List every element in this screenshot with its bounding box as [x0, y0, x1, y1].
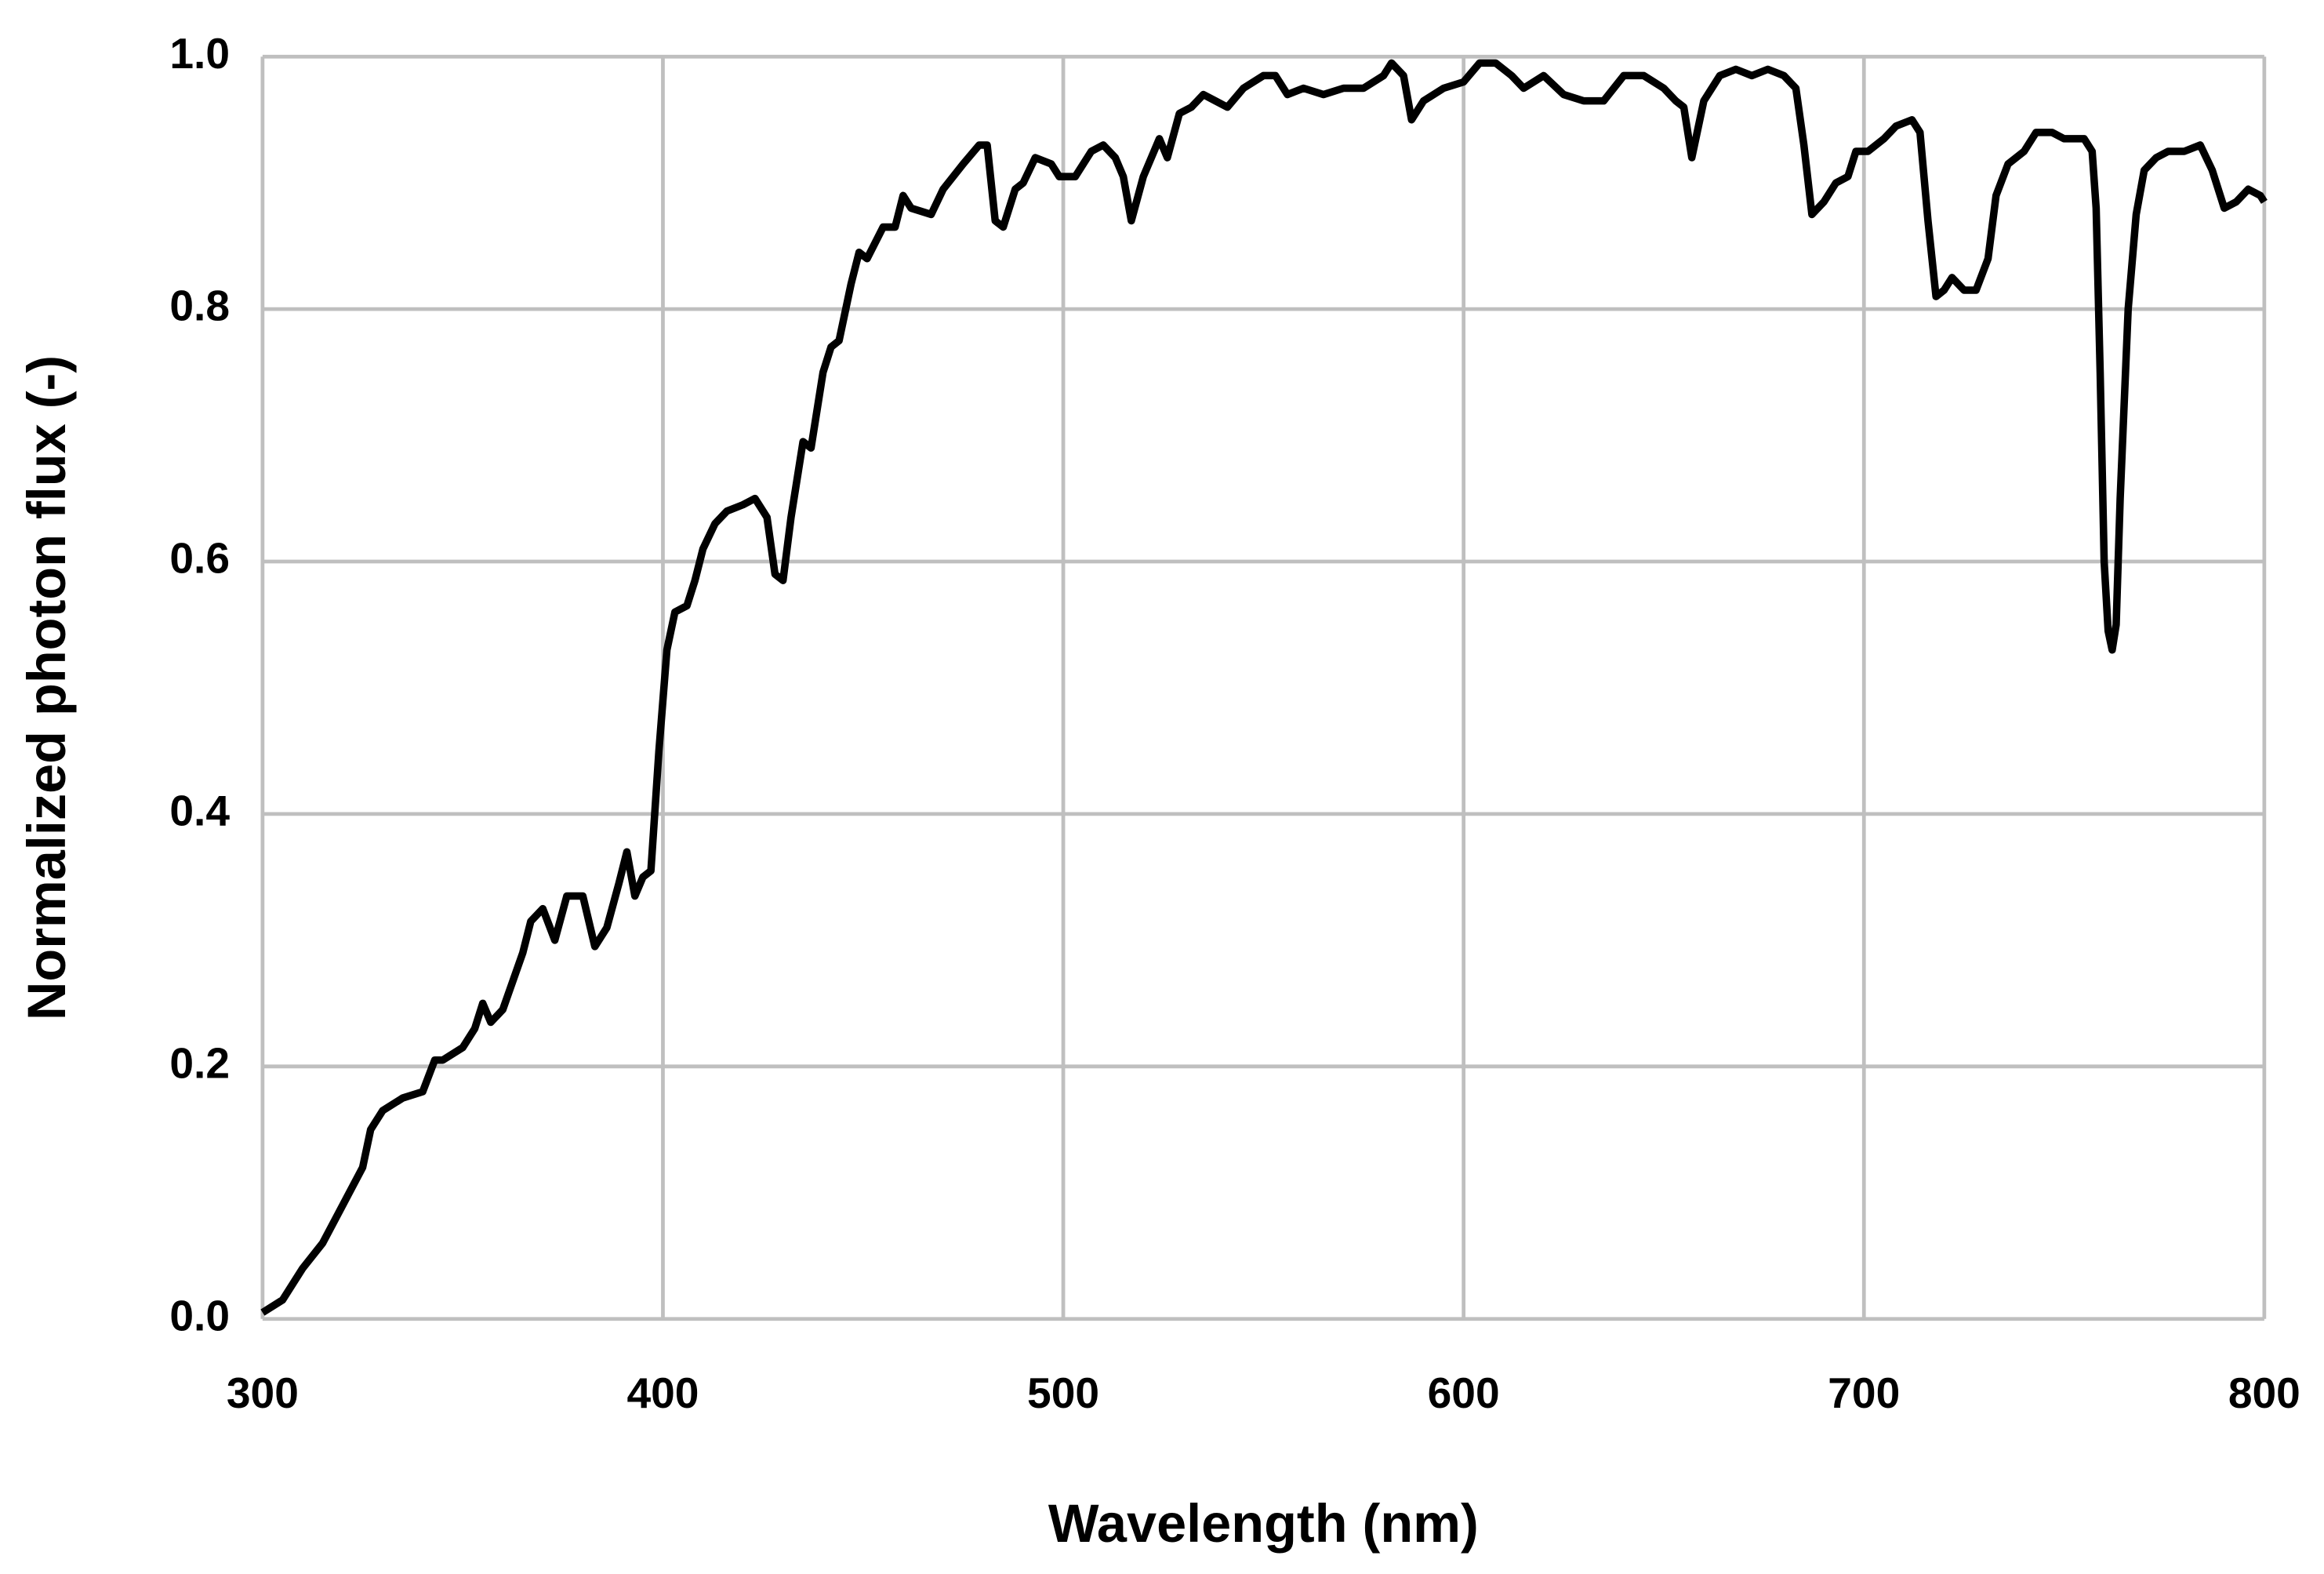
x-axis-title: Wavelength (nm) [1048, 1493, 1479, 1554]
data-line [260, 59, 2268, 1316]
y-axis-title: Normalized photon flux (-) [16, 355, 77, 1020]
y-tick-label: 0.8 [169, 282, 230, 330]
x-tick-label: 300 [227, 1369, 299, 1417]
x-tick-label: 400 [626, 1369, 699, 1417]
x-tick-label: 600 [1428, 1369, 1500, 1417]
x-tick-label: 700 [1828, 1369, 1900, 1417]
x-tick-label: 500 [1027, 1369, 1099, 1417]
y-tick-label: 0.2 [169, 1038, 230, 1087]
y-tick-label: 0.4 [169, 787, 230, 835]
y-tick-label: 0.0 [169, 1291, 230, 1340]
y-tick-label: 0.6 [169, 534, 230, 583]
y-tick-label: 1.0 [169, 29, 230, 78]
x-tick-label: 800 [2228, 1369, 2300, 1417]
